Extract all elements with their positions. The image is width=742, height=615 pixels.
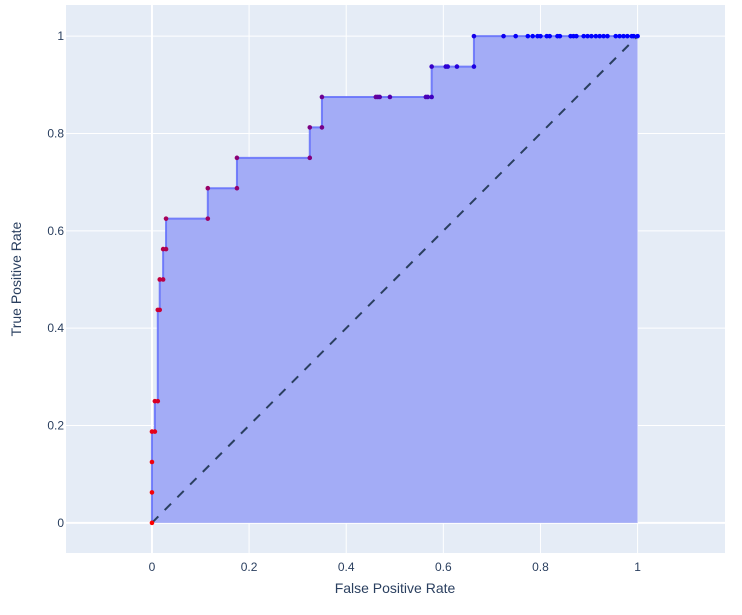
x-tick-label: 0.8 <box>532 560 549 574</box>
data-point <box>454 64 460 69</box>
x-tick-label: 0.2 <box>241 560 258 574</box>
data-point <box>205 185 211 191</box>
y-axis-title: True Positive Rate <box>8 221 24 336</box>
x-tick-label: 1 <box>634 560 641 574</box>
data-point <box>307 125 313 130</box>
data-point <box>574 33 579 39</box>
data-point <box>621 33 626 39</box>
y-tick-label: 0.8 <box>47 126 64 140</box>
data-point <box>589 33 594 39</box>
data-point <box>319 94 325 100</box>
data-point <box>157 277 163 282</box>
y-tick-label: 0 <box>57 516 64 530</box>
data-point <box>425 94 431 100</box>
y-ticks: 0 0.2 0.4 0.6 0.8 1 <box>47 29 64 530</box>
data-point <box>234 185 240 191</box>
data-point <box>501 33 506 39</box>
data-point <box>601 33 606 39</box>
data-point <box>635 33 640 39</box>
y-tick-label: 1 <box>57 29 64 43</box>
y-tick-label: 0.4 <box>47 321 64 335</box>
x-tick-label: 0.4 <box>338 560 355 574</box>
data-point <box>429 94 434 100</box>
data-point <box>593 33 599 39</box>
data-point <box>597 33 603 39</box>
data-point <box>377 94 383 100</box>
data-point <box>547 33 552 39</box>
data-point <box>149 520 155 526</box>
data-point <box>613 33 619 39</box>
data-point <box>387 94 393 100</box>
data-point <box>625 33 630 39</box>
data-point <box>585 33 590 39</box>
data-point <box>557 33 563 39</box>
data-point <box>149 490 155 495</box>
data-point <box>538 33 543 39</box>
data-point <box>631 33 637 39</box>
data-point <box>445 64 451 69</box>
data-point <box>157 307 163 313</box>
data-point <box>163 246 169 252</box>
data-point <box>605 33 610 39</box>
x-tick-label: 0.6 <box>435 560 452 574</box>
data-point <box>160 277 166 282</box>
data-point <box>530 33 535 39</box>
y-tick-label: 0.2 <box>47 418 64 432</box>
markers <box>149 33 640 526</box>
data-point <box>471 33 477 39</box>
data-point <box>525 33 531 39</box>
diagonal-line <box>151 35 639 524</box>
data-point <box>617 33 622 39</box>
diagonal <box>151 35 639 524</box>
data-point <box>429 64 434 69</box>
data-point <box>307 155 313 161</box>
data-point <box>205 216 211 221</box>
data-point <box>155 398 161 404</box>
x-tick-label: 0 <box>149 560 156 574</box>
x-axis-title: False Positive Rate <box>335 580 456 596</box>
data-point <box>581 33 586 39</box>
data-point <box>163 216 169 221</box>
data-point <box>149 459 155 465</box>
data-point <box>234 155 240 161</box>
data-point <box>471 64 477 69</box>
data-point <box>152 429 158 434</box>
y-tick-label: 0.6 <box>47 224 64 238</box>
x-ticks: 0 0.2 0.4 0.6 0.8 1 <box>149 560 642 574</box>
data-point <box>513 33 518 39</box>
data-point <box>319 125 325 130</box>
